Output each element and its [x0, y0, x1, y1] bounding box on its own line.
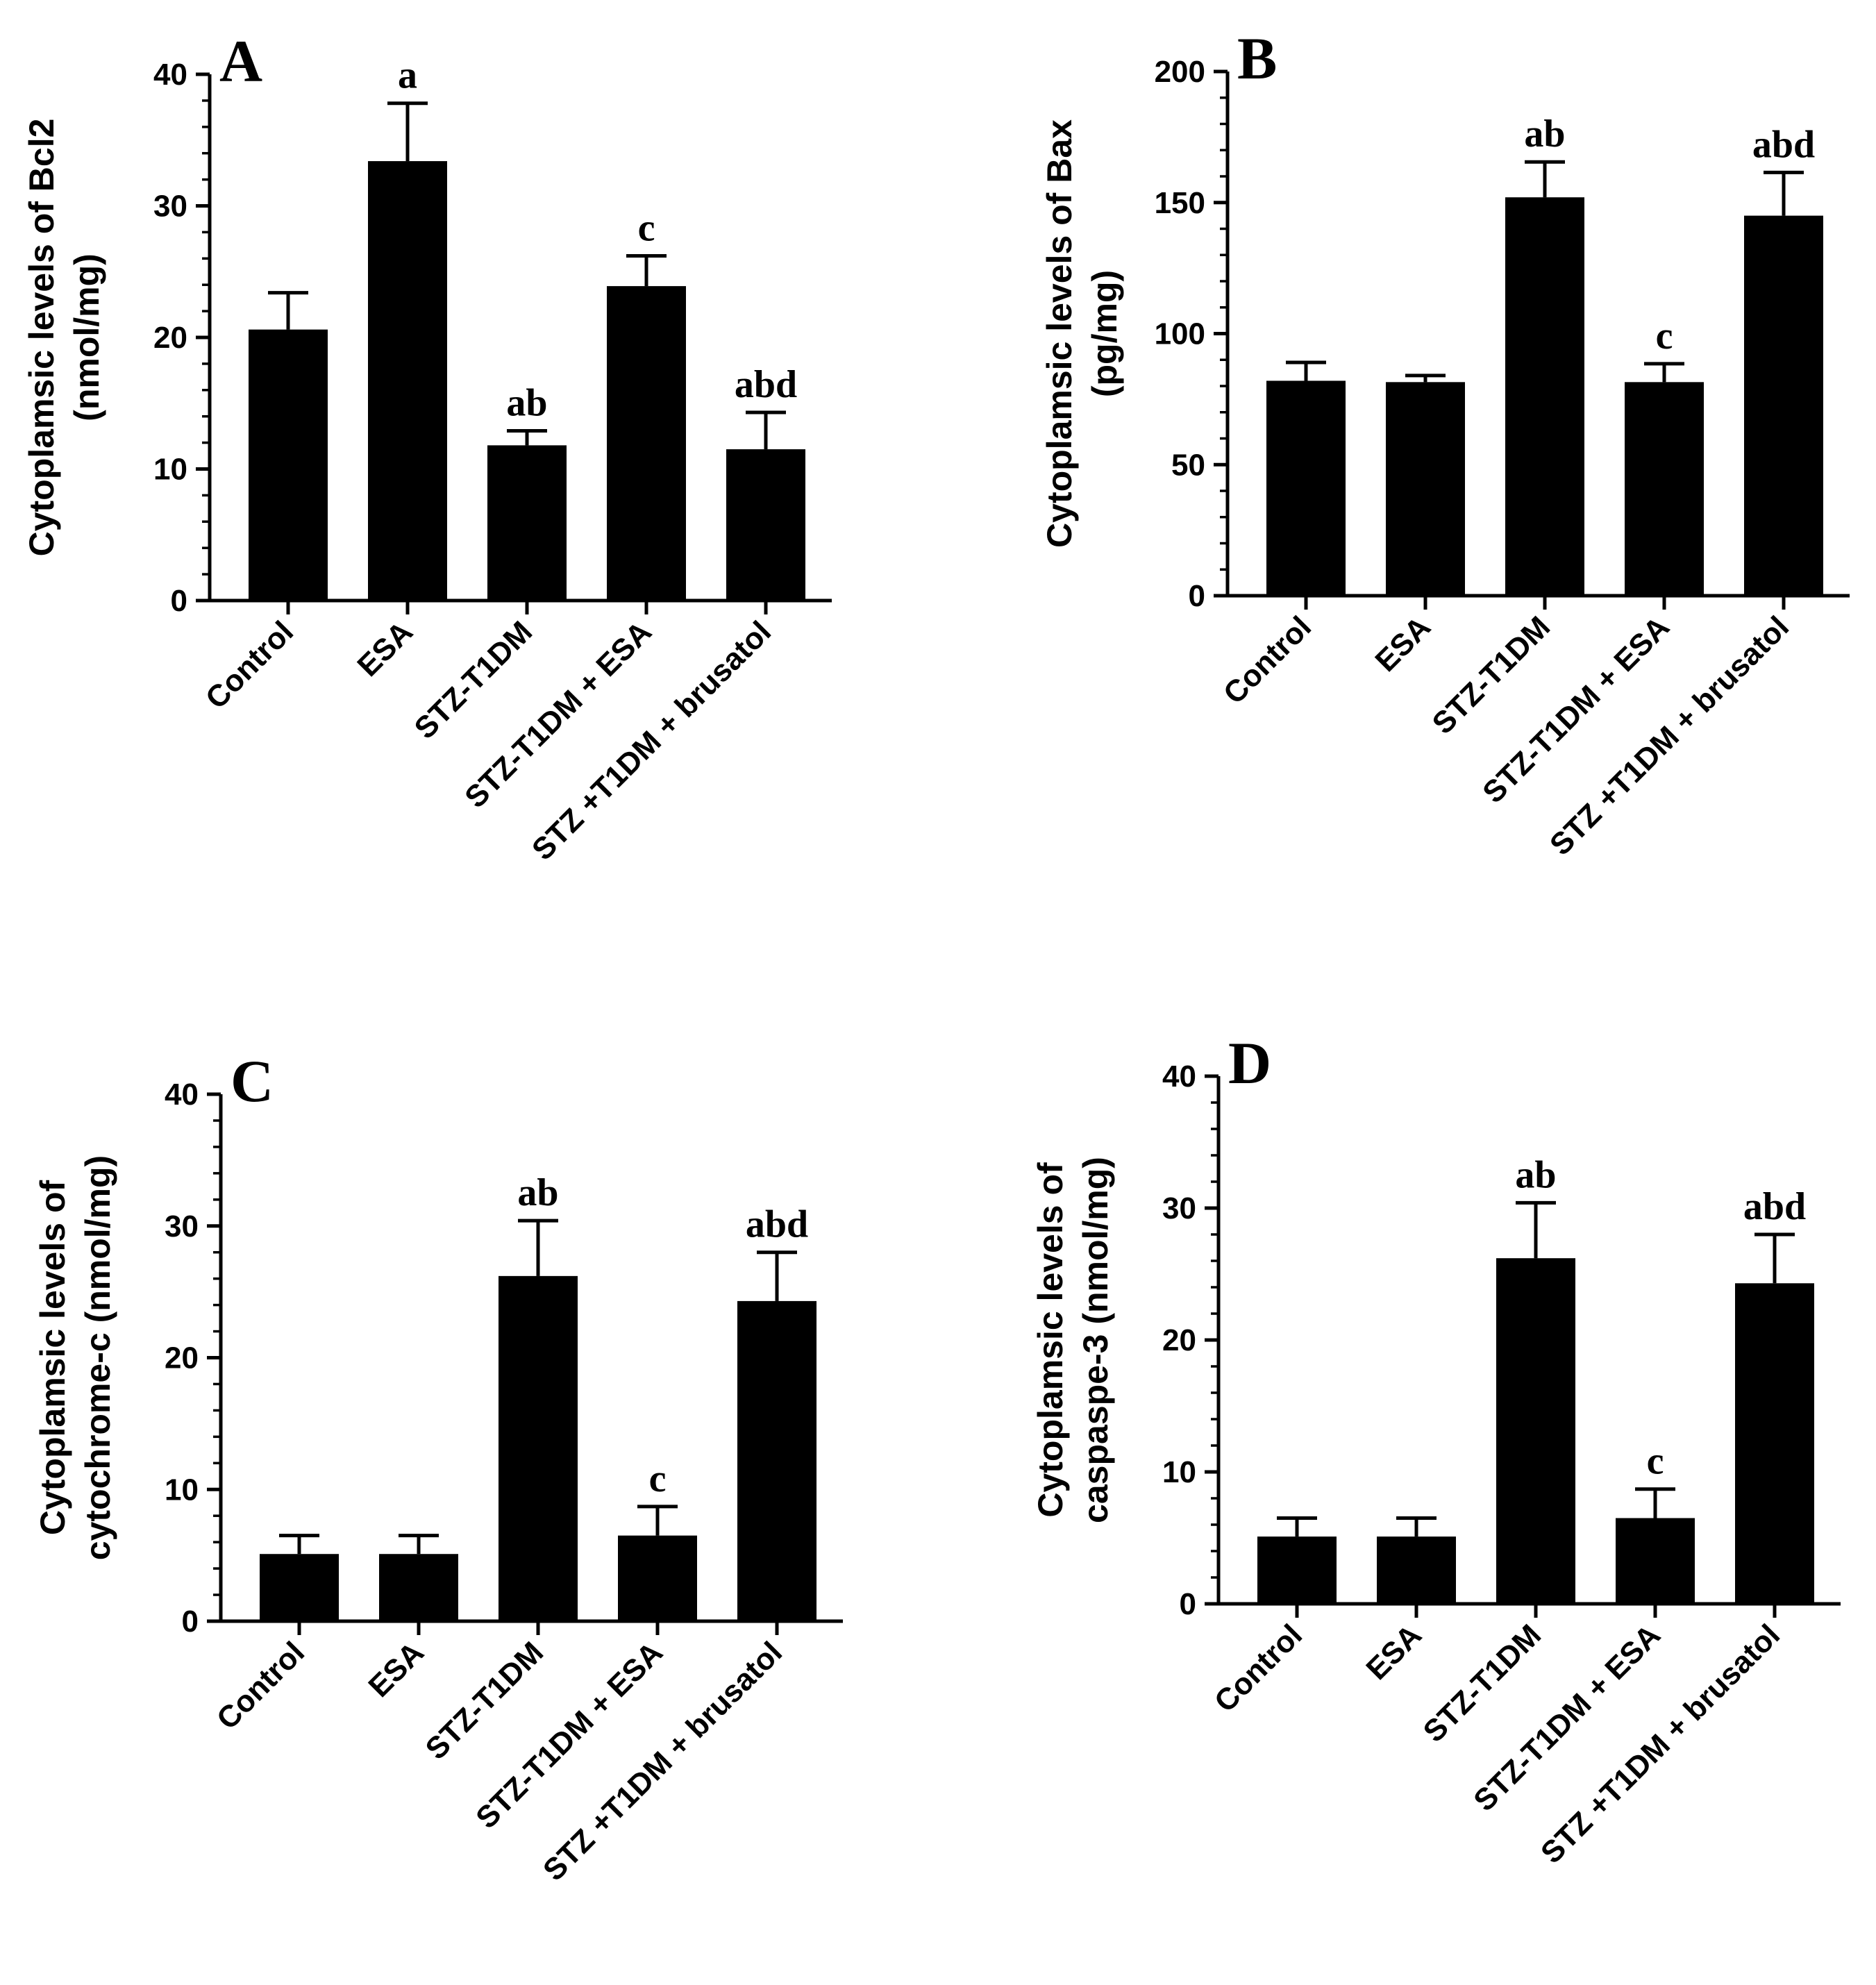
- bar-esa: [379, 1554, 458, 1621]
- y-axis-title-line2: (pg/mg): [1085, 270, 1124, 397]
- bar-esa: [1386, 382, 1465, 596]
- y-tick-label: 0: [182, 1605, 199, 1639]
- y-tick-label: 30: [165, 1209, 199, 1243]
- significance-label-stz-t1dm-esa: c: [1656, 315, 1673, 358]
- panel-letter: C: [231, 1048, 274, 1114]
- category-label-stz-t1dm-brusatol: STZ +T1DM + brusatol: [1543, 610, 1795, 862]
- bar-stz-t1dm-brusatol: [1744, 215, 1823, 596]
- significance-label-stz-t1dm: ab: [1515, 1153, 1556, 1196]
- bar-stz-t1dm-esa: [618, 1535, 697, 1621]
- y-tick-label: 100: [1155, 317, 1205, 351]
- chart-panel-a: 010203040ControlaESAabSTZ-T1DMcSTZ-T1DM …: [22, 28, 832, 867]
- category-label-stz-t1dm-brusatol: STZ +T1DM + brusatol: [526, 614, 778, 866]
- category-label-esa: ESA: [362, 1635, 430, 1704]
- significance-label-stz-t1dm: ab: [506, 382, 547, 425]
- category-label-control: Control: [199, 614, 300, 715]
- significance-label-stz-t1dm-brusatol: abd: [735, 363, 797, 406]
- y-axis-title-line2: (nmol/mg): [67, 253, 106, 421]
- y-tick-label: 10: [165, 1473, 199, 1507]
- category-label-stz-t1dm-brusatol: STZ +T1DM + brusatol: [537, 1635, 789, 1887]
- y-tick-label: 10: [153, 453, 187, 487]
- y-tick-label: 40: [153, 58, 187, 92]
- bar-stz-t1dm-brusatol: [1735, 1283, 1814, 1604]
- bar-control: [1257, 1536, 1337, 1604]
- y-axis-title-line1: Cytoplamsic levels of: [33, 1180, 72, 1536]
- y-tick-label: 200: [1155, 55, 1205, 89]
- y-tick-label: 50: [1171, 448, 1205, 482]
- category-label-stz-t1dm: STZ-T1DM: [1426, 610, 1557, 740]
- y-tick-label: 30: [153, 190, 187, 224]
- category-label-stz-t1dm: STZ-T1DM: [408, 614, 539, 745]
- panel-letter: A: [219, 28, 262, 94]
- y-tick-label: 0: [1189, 579, 1205, 613]
- category-label-esa: ESA: [1359, 1618, 1428, 1686]
- y-tick-label: 40: [1162, 1059, 1196, 1094]
- y-tick-label: 20: [153, 321, 187, 355]
- significance-label-stz-t1dm-esa: c: [649, 1457, 667, 1500]
- bar-stz-t1dm-brusatol: [726, 449, 805, 601]
- category-label-esa: ESA: [351, 614, 419, 683]
- bar-control: [1266, 380, 1346, 596]
- panel-letter: D: [1228, 1030, 1271, 1096]
- y-tick-label: 20: [165, 1341, 199, 1375]
- y-tick-label: 30: [1162, 1191, 1196, 1225]
- y-axis-title-line1: Cytoplamsic levels of Bcl2: [22, 119, 61, 557]
- significance-label-stz-t1dm: ab: [517, 1171, 558, 1214]
- significance-label-stz-t1dm-esa: c: [638, 207, 655, 250]
- bar-esa: [368, 161, 447, 601]
- significance-label-esa: a: [398, 54, 417, 97]
- significance-label-stz-t1dm-brusatol: abd: [1743, 1185, 1806, 1228]
- category-label-stz-t1dm: STZ-T1DM: [1417, 1618, 1548, 1748]
- y-axis-title-line1: Cytoplamsic levels of: [1031, 1162, 1070, 1518]
- y-axis-title-line1: Cytoplamsic levels of Bax: [1040, 119, 1079, 548]
- bar-esa: [1377, 1536, 1456, 1604]
- category-label-esa: ESA: [1368, 610, 1437, 678]
- y-tick-label: 40: [165, 1078, 199, 1112]
- bar-stz-t1dm: [487, 445, 567, 601]
- y-tick-label: 20: [1162, 1323, 1196, 1357]
- significance-label-stz-t1dm-brusatol: abd: [1752, 123, 1815, 166]
- significance-label-stz-t1dm: ab: [1524, 112, 1565, 156]
- y-tick-label: 0: [1180, 1587, 1196, 1621]
- y-tick-label: 10: [1162, 1455, 1196, 1489]
- category-label-control: Control: [1217, 610, 1318, 710]
- bar-stz-t1dm-esa: [1616, 1518, 1695, 1604]
- significance-label-stz-t1dm-esa: c: [1647, 1440, 1664, 1483]
- bar-stz-t1dm-esa: [1625, 382, 1704, 596]
- bar-stz-t1dm-brusatol: [737, 1300, 816, 1621]
- bar-stz-t1dm: [499, 1275, 578, 1621]
- bar-stz-t1dm: [1496, 1258, 1575, 1604]
- y-axis-title-line2: caspaspe-3 (nmol/mg): [1076, 1157, 1115, 1523]
- category-label-control: Control: [210, 1635, 311, 1736]
- significance-label-stz-t1dm-brusatol: abd: [746, 1203, 808, 1246]
- bar-control: [249, 329, 328, 601]
- bar-stz-t1dm-esa: [607, 286, 686, 601]
- y-tick-label: 0: [171, 584, 187, 618]
- bar-stz-t1dm: [1505, 197, 1584, 596]
- y-tick-label: 150: [1155, 186, 1205, 220]
- y-axis-title-line2: cytochrome-c (nmol/mg): [78, 1155, 117, 1560]
- category-label-control: Control: [1208, 1618, 1309, 1718]
- panel-letter: B: [1237, 25, 1277, 92]
- bar-control: [260, 1554, 339, 1621]
- category-label-stz-t1dm-brusatol: STZ +T1DM + brusatol: [1534, 1618, 1786, 1870]
- category-label-stz-t1dm: STZ-T1DM: [419, 1635, 550, 1766]
